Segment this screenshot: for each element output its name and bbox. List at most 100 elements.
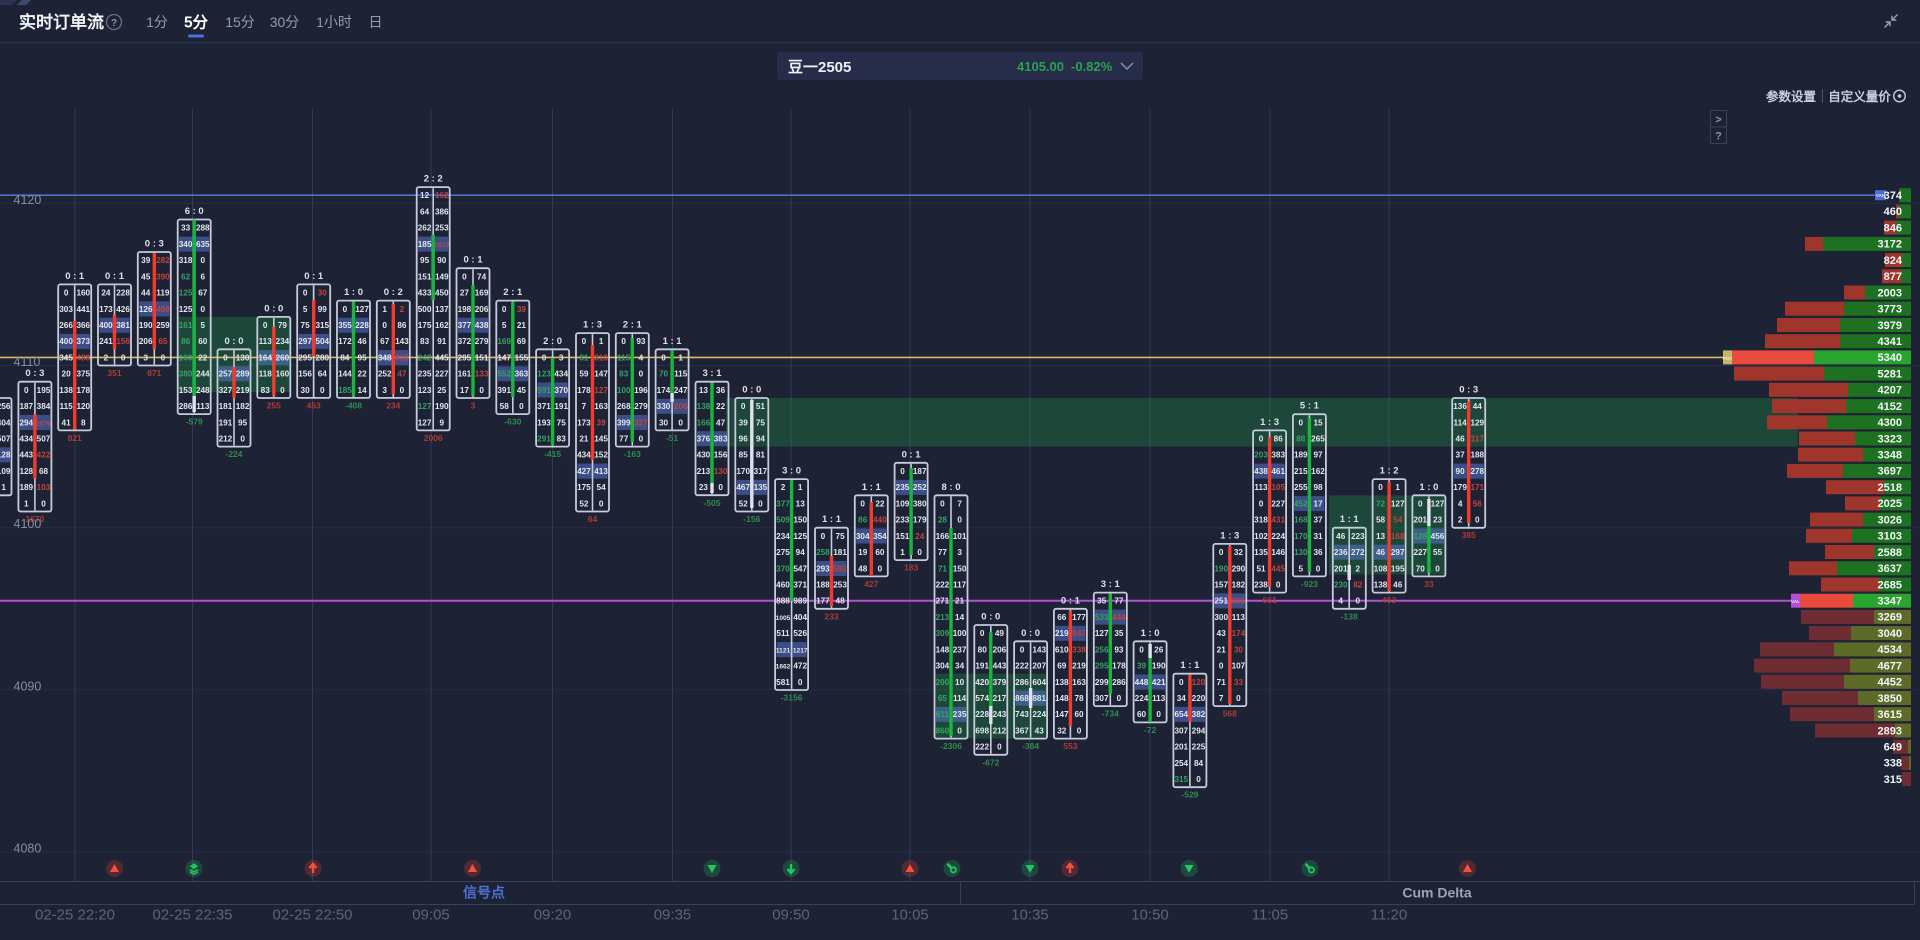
svg-text:2 : 2: 2 : 2 bbox=[424, 174, 443, 185]
svg-text:4080: 4080 bbox=[14, 842, 42, 856]
svg-text:3 : 1: 3 : 1 bbox=[702, 368, 722, 379]
svg-text:130: 130 bbox=[236, 353, 250, 362]
svg-text:02-25 22:20: 02-25 22:20 bbox=[35, 907, 115, 924]
svg-text:355: 355 bbox=[338, 321, 352, 330]
svg-text:153: 153 bbox=[179, 386, 193, 395]
svg-text:399: 399 bbox=[617, 418, 631, 427]
svg-text:145: 145 bbox=[594, 435, 608, 444]
svg-text:318: 318 bbox=[1254, 516, 1268, 525]
svg-text:14: 14 bbox=[955, 613, 965, 622]
svg-text:0: 0 bbox=[479, 386, 484, 395]
svg-text:81: 81 bbox=[756, 451, 766, 460]
svg-text:0 : 3: 0 : 3 bbox=[25, 368, 44, 379]
svg-text:163: 163 bbox=[1072, 678, 1086, 687]
svg-text:574: 574 bbox=[975, 694, 989, 703]
svg-text:0 : 0: 0 : 0 bbox=[742, 385, 761, 396]
svg-text:427: 427 bbox=[864, 579, 878, 589]
svg-text:384: 384 bbox=[37, 402, 51, 411]
svg-text:30: 30 bbox=[318, 289, 328, 298]
svg-text:24: 24 bbox=[101, 289, 111, 298]
svg-text:443: 443 bbox=[993, 662, 1007, 671]
svg-text:94: 94 bbox=[796, 548, 806, 557]
svg-text:0: 0 bbox=[878, 564, 883, 573]
svg-text:0 : 1: 0 : 1 bbox=[902, 449, 922, 460]
svg-text:0 : 2: 0 : 2 bbox=[384, 287, 403, 298]
svg-text:147: 147 bbox=[594, 370, 608, 379]
svg-text:26: 26 bbox=[1154, 645, 1164, 654]
svg-text:43: 43 bbox=[1217, 629, 1227, 638]
svg-text:241: 241 bbox=[99, 337, 113, 346]
svg-text:3348: 3348 bbox=[1878, 450, 1902, 462]
svg-text:VAH: VAH bbox=[1876, 193, 1885, 198]
svg-text:168: 168 bbox=[1391, 532, 1405, 541]
svg-text:-2306: -2306 bbox=[940, 741, 962, 751]
svg-text:238: 238 bbox=[1254, 581, 1268, 590]
svg-text:1: 1 bbox=[599, 337, 604, 346]
svg-text:295: 295 bbox=[458, 353, 472, 362]
svg-text:99: 99 bbox=[318, 305, 328, 314]
svg-text:989: 989 bbox=[793, 597, 807, 606]
svg-text:0: 0 bbox=[917, 548, 922, 557]
svg-text:189: 189 bbox=[1294, 451, 1308, 460]
svg-text:72: 72 bbox=[1376, 499, 1386, 508]
svg-text:0: 0 bbox=[1259, 435, 1264, 444]
svg-text:31: 31 bbox=[1313, 532, 1323, 541]
svg-text:日: 日 bbox=[369, 14, 383, 30]
svg-text:4100: 4100 bbox=[14, 517, 42, 531]
svg-text:207: 207 bbox=[1032, 662, 1046, 671]
svg-text:0: 0 bbox=[519, 402, 524, 411]
svg-text:189: 189 bbox=[19, 483, 33, 492]
svg-text:5: 5 bbox=[303, 305, 308, 314]
svg-text:4341: 4341 bbox=[1878, 336, 1902, 348]
svg-text:1 : 1: 1 : 1 bbox=[1340, 514, 1360, 525]
svg-text:380: 380 bbox=[913, 499, 927, 508]
svg-text:98: 98 bbox=[1313, 483, 1323, 492]
svg-text:1: 1 bbox=[24, 499, 29, 508]
svg-text:34: 34 bbox=[955, 662, 965, 671]
svg-text:117: 117 bbox=[953, 581, 967, 590]
svg-text:318: 318 bbox=[179, 256, 193, 265]
svg-text:33: 33 bbox=[181, 224, 191, 233]
svg-text:90: 90 bbox=[1456, 467, 1466, 476]
svg-text:68: 68 bbox=[39, 467, 49, 476]
svg-text:33: 33 bbox=[1234, 678, 1244, 687]
svg-text:161: 161 bbox=[458, 370, 472, 379]
svg-text:0: 0 bbox=[1435, 564, 1440, 573]
svg-text:94: 94 bbox=[756, 435, 766, 444]
svg-text:206: 206 bbox=[993, 645, 1007, 654]
svg-text:178: 178 bbox=[1112, 662, 1126, 671]
svg-text:3615: 3615 bbox=[1878, 709, 1902, 721]
svg-text:164: 164 bbox=[258, 353, 272, 362]
svg-text:114: 114 bbox=[1453, 418, 1467, 427]
svg-text:123: 123 bbox=[418, 386, 432, 395]
svg-text:187: 187 bbox=[913, 467, 927, 476]
svg-text:83: 83 bbox=[619, 370, 629, 379]
svg-text:POC: POC bbox=[1723, 356, 1734, 361]
svg-text:877: 877 bbox=[1884, 271, 1902, 283]
svg-text:441: 441 bbox=[76, 305, 90, 314]
svg-text:60: 60 bbox=[198, 337, 208, 346]
svg-text:60: 60 bbox=[875, 548, 885, 557]
svg-text:-3156: -3156 bbox=[781, 692, 803, 702]
svg-text:39: 39 bbox=[141, 256, 151, 265]
svg-text:289: 289 bbox=[236, 370, 250, 379]
svg-text:65: 65 bbox=[938, 694, 948, 703]
svg-text:363: 363 bbox=[515, 370, 529, 379]
svg-text:222: 222 bbox=[1015, 662, 1029, 671]
svg-text:88: 88 bbox=[1296, 435, 1306, 444]
svg-text:174: 174 bbox=[657, 386, 671, 395]
svg-text:169: 169 bbox=[475, 289, 489, 298]
svg-text:233: 233 bbox=[824, 611, 838, 621]
svg-text:69: 69 bbox=[1057, 662, 1067, 671]
svg-text:0: 0 bbox=[1236, 694, 1241, 703]
svg-text:30: 30 bbox=[659, 418, 669, 427]
svg-text:286: 286 bbox=[1112, 678, 1126, 687]
svg-text:86: 86 bbox=[397, 321, 407, 330]
svg-text:0: 0 bbox=[582, 337, 587, 346]
svg-text:1 : 1: 1 : 1 bbox=[822, 514, 842, 525]
svg-text:65: 65 bbox=[158, 337, 168, 346]
svg-text:295: 295 bbox=[1095, 662, 1109, 671]
svg-text:404: 404 bbox=[793, 613, 807, 622]
svg-text:55: 55 bbox=[1433, 548, 1443, 557]
svg-text:-0.82%: -0.82% bbox=[1071, 59, 1113, 74]
